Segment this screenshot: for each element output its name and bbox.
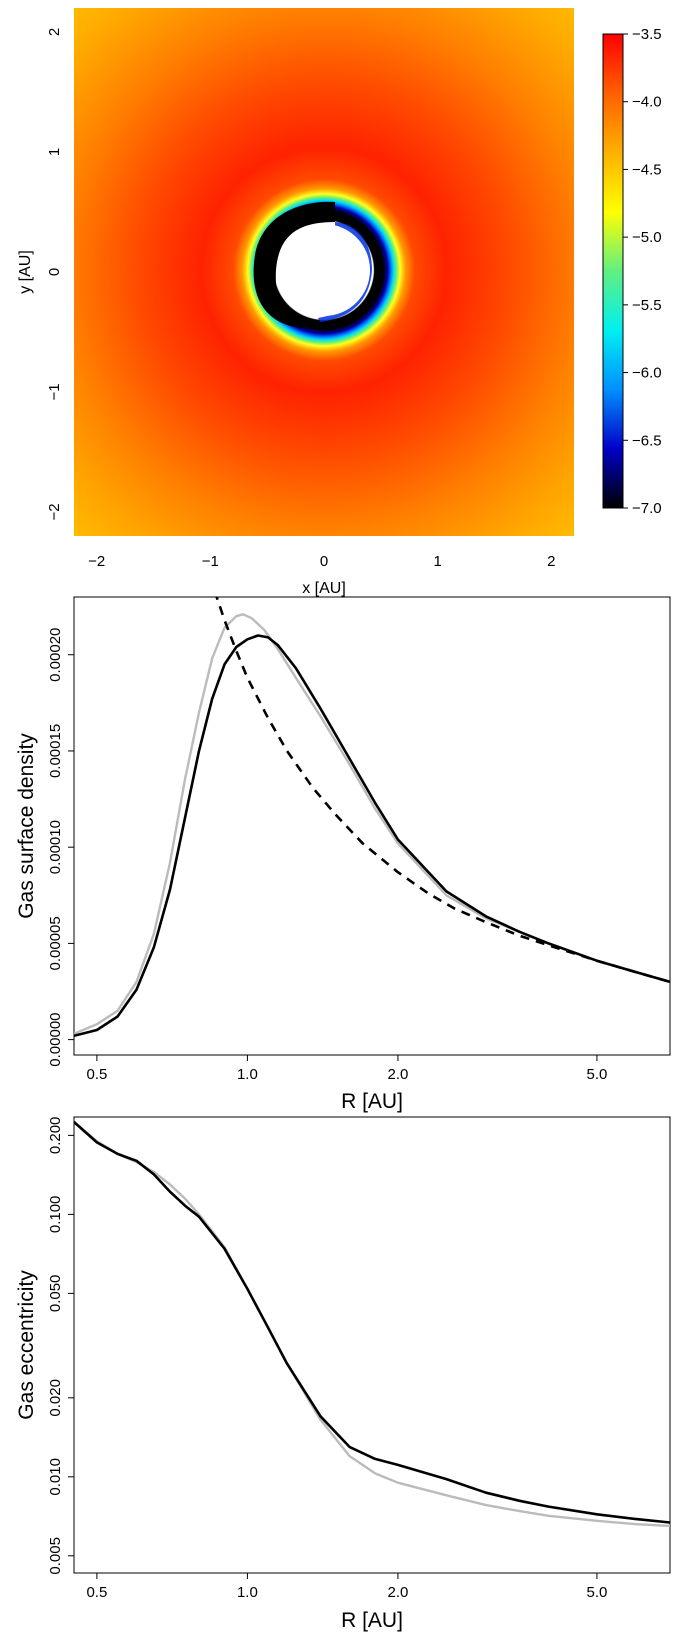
eccentricity-x-tick-label: 2.0 bbox=[388, 1584, 409, 1601]
colorbar-tick-label: −4.0 bbox=[632, 94, 662, 111]
eccentricity-series-lines bbox=[74, 1121, 670, 1528]
eccentricity-x-tick-label: 0.5 bbox=[86, 1584, 107, 1601]
colorbar-tick-label: −3.5 bbox=[632, 26, 662, 43]
colorbar-ticks: −3.5 −4.0 −4.5 −5.0 −5.5 −6.0 −6.5 −7.0 bbox=[623, 26, 662, 517]
eccentricity-plot-frame bbox=[73, 1116, 671, 1574]
eccentricity-y-tick-label: 0.050 bbox=[47, 1275, 64, 1313]
colorbar-tick-label: −5.0 bbox=[632, 229, 662, 246]
density-x-tick-label: 1.0 bbox=[237, 1066, 258, 1083]
colorbar-tick-label: −7.0 bbox=[632, 500, 662, 517]
density-x-tick-label: 5.0 bbox=[586, 1066, 607, 1083]
eccentricity-panel: 0.5 1.0 2.0 5.0 0.0050.0100.0200.0500.1000.… bbox=[15, 1116, 671, 1632]
heatmap-y-tick-label: −1 bbox=[46, 383, 63, 400]
density-x-ticks: 0.5 1.0 2.0 5.0 bbox=[86, 1055, 607, 1083]
heatmap-y-tick-label: 0 bbox=[46, 268, 63, 276]
density-series-lines bbox=[74, 597, 670, 1038]
eccentricity-y-ticks: 0.005 0.010 0.020 0.050 0.100 0.200 bbox=[47, 1117, 74, 1575]
colorbar-tick-label: −6.5 bbox=[632, 432, 662, 449]
density-series-line-3 bbox=[215, 597, 670, 984]
eccentricity-series-line-2 bbox=[74, 1121, 670, 1524]
density-y-axis-label: Gas surface density bbox=[15, 733, 38, 919]
eccentricity-series-line-1 bbox=[74, 1121, 670, 1528]
colorbar: −3.5 −4.0 −4.5 −5.0 −5.5 −6.0 −6.5 −7.0 bbox=[602, 26, 662, 517]
heatmap-x-ticks: −2 −1 0 1 2 bbox=[88, 553, 555, 570]
density-series-line-1 bbox=[74, 613, 670, 1035]
heatmap-x-tick-label: −1 bbox=[202, 553, 219, 570]
eccentricity-x-tick-label: 5.0 bbox=[586, 1584, 607, 1601]
eccentricity-x-axis-label: R [AU] bbox=[341, 1609, 403, 1632]
eccentricity-y-tick-label: 0.010 bbox=[47, 1458, 64, 1496]
heatmap-x-tick-label: 2 bbox=[547, 553, 555, 570]
eccentricity-x-tick-label: 1.0 bbox=[237, 1584, 258, 1601]
density-x-axis-label: R [AU] bbox=[341, 1090, 403, 1113]
density-y-tick-label: 0.00020 bbox=[47, 628, 64, 682]
density-x-tick-label: 2.0 bbox=[388, 1066, 409, 1083]
eccentricity-y-tick-label: 0.200 bbox=[47, 1117, 64, 1155]
heatmap-x-tick-label: 1 bbox=[433, 553, 441, 570]
density-y-ticks: 0.00000 0.00005 0.00010 0.00015 0.00020 bbox=[47, 628, 74, 1067]
heatmap-y-tick-label: 1 bbox=[46, 148, 63, 156]
heatmap-inner-hole bbox=[278, 224, 370, 316]
density-series-line-2 bbox=[74, 634, 670, 1038]
heatmap-y-tick-label: −2 bbox=[46, 503, 63, 520]
eccentricity-y-tick-label: 0.005 bbox=[47, 1537, 64, 1575]
colorbar-tick-label: −4.5 bbox=[632, 161, 662, 178]
eccentricity-y-tick-label: 0.020 bbox=[47, 1379, 64, 1417]
density-y-tick-label: 0.00000 bbox=[47, 1012, 64, 1066]
colorbar-tick-label: −5.5 bbox=[632, 297, 662, 314]
density-plot-frame bbox=[73, 596, 671, 1056]
heatmap-x-axis-label: x [AU] bbox=[302, 580, 346, 597]
heatmap-x-tick-label: 0 bbox=[320, 553, 328, 570]
density-panel: 0.5 1.0 2.0 5.0 0.00000 0.00005 0.00010 0.0001… bbox=[15, 596, 671, 1113]
heatmap-y-ticks: −2 −1 0 1 2 bbox=[46, 28, 63, 521]
eccentricity-y-tick-label: 0.100 bbox=[47, 1196, 64, 1234]
heatmap-y-tick-label: 2 bbox=[46, 28, 63, 36]
heatmap-x-tick-label: −2 bbox=[88, 553, 105, 570]
colorbar-tick-label: −6.0 bbox=[632, 365, 662, 382]
eccentricity-x-ticks: 0.5 1.0 2.0 5.0 bbox=[86, 1573, 607, 1601]
density-y-tick-label: 0.00010 bbox=[47, 820, 64, 874]
density-y-tick-label: 0.00015 bbox=[47, 724, 64, 778]
heatmap-y-axis-label: y [AU] bbox=[17, 250, 34, 294]
heatmap-panel: −2 −1 0 1 2 −2 −1 0 1 2 x [AU] y [AU] bbox=[17, 8, 574, 597]
eccentricity-y-axis-label: Gas eccentricity bbox=[15, 1270, 38, 1420]
heatmap-eccentric-cavity bbox=[253, 201, 335, 328]
colorbar-scale bbox=[602, 33, 624, 509]
density-x-tick-label: 0.5 bbox=[86, 1066, 107, 1083]
density-y-tick-label: 0.00005 bbox=[47, 916, 64, 970]
